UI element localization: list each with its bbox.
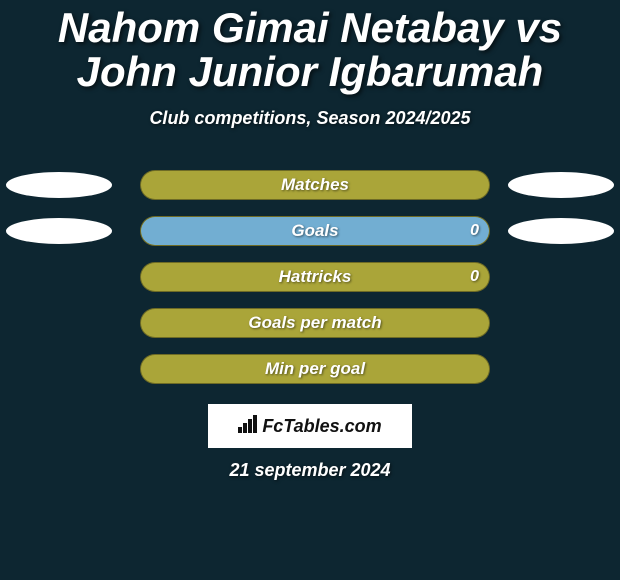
stat-bar-label: Min per goal (141, 359, 489, 379)
page-subtitle: Club competitions, Season 2024/2025 (0, 108, 620, 129)
stat-bar: Goals0 (140, 216, 490, 246)
stat-row: Matches (0, 170, 620, 200)
right-oval (508, 218, 614, 244)
stat-row: Hattricks0 (0, 262, 620, 292)
left-oval (6, 218, 112, 244)
stat-row: Goals0 (0, 216, 620, 246)
stat-row: Min per goal (0, 354, 620, 384)
stat-bar-label: Goals (141, 221, 489, 241)
bars-area: MatchesGoals0Hattricks0Goals per matchMi… (0, 170, 620, 400)
page-title: Nahom Gimai Netabay vs John Junior Igbar… (0, 0, 620, 94)
date-text: 21 september 2024 (0, 460, 620, 481)
stat-bar-value-right: 0 (470, 222, 479, 240)
stat-bar-label: Goals per match (141, 313, 489, 333)
logo: FcTables.com (238, 415, 381, 438)
stat-bar: Matches (140, 170, 490, 200)
chart-container: Nahom Gimai Netabay vs John Junior Igbar… (0, 0, 620, 580)
stat-bar: Goals per match (140, 308, 490, 338)
stat-bar-label: Hattricks (141, 267, 489, 287)
stat-bar: Min per goal (140, 354, 490, 384)
bar-chart-icon (238, 415, 258, 438)
stat-bar-value-right: 0 (470, 268, 479, 286)
stat-row: Goals per match (0, 308, 620, 338)
left-oval (6, 172, 112, 198)
logo-text: FcTables.com (262, 416, 381, 437)
logo-box: FcTables.com (208, 404, 412, 448)
stat-bar-label: Matches (141, 175, 489, 195)
right-oval (508, 172, 614, 198)
stat-bar: Hattricks0 (140, 262, 490, 292)
